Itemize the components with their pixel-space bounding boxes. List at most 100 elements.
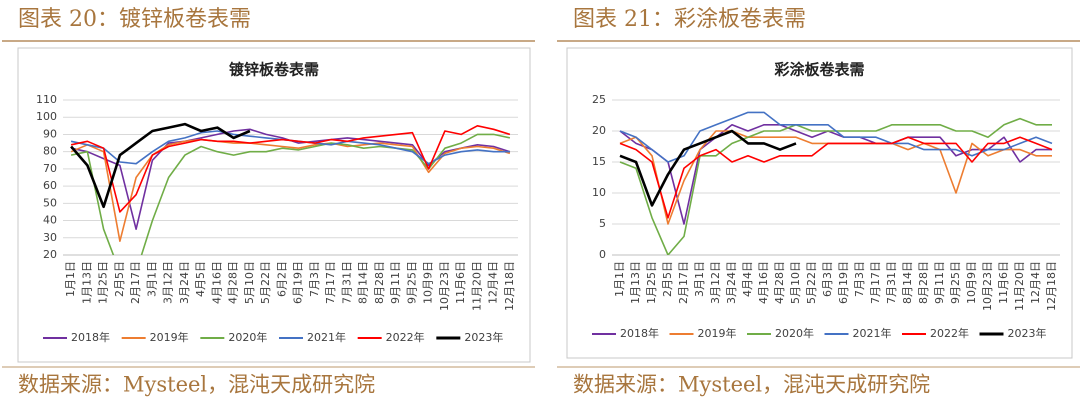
x-tick-label: 3月1日: [145, 261, 158, 297]
legend-label: 2020年: [775, 326, 814, 340]
y-tick-label: 50: [43, 196, 57, 209]
y-tick-label: 60: [43, 179, 57, 192]
x-tick-label: 3月24日: [725, 261, 738, 304]
x-tick-label: 7月3日: [853, 261, 866, 297]
series-line: [70, 125, 511, 213]
y-tick-label: 80: [43, 145, 57, 158]
chart-title: 镀锌板卷表需: [229, 61, 319, 79]
x-tick-label: 1月1日: [64, 261, 77, 297]
series-line: [619, 124, 1052, 225]
y-tick-label: 110: [36, 93, 57, 106]
x-tick-label: 5月10日: [243, 261, 256, 304]
x-tick-label: 1月13日: [80, 261, 93, 304]
y-tick-label: 20: [592, 124, 606, 137]
y-tick-label: 100: [36, 110, 57, 123]
y-tick-label: 90: [43, 127, 57, 140]
x-tick-label: 3月12日: [162, 261, 175, 304]
x-tick-label: 4月16日: [757, 261, 770, 304]
x-tick-label: 9月11日: [933, 261, 946, 304]
x-tick-label: 8月28日: [917, 261, 930, 304]
chart-frame: [566, 47, 1073, 359]
x-tick-label: 11月20日: [1013, 261, 1026, 311]
x-tick-label: 5月22日: [805, 261, 818, 304]
legend-label: 2020年: [228, 330, 267, 344]
x-tick-label: 8月14日: [357, 261, 370, 304]
x-tick-label: 2月17日: [677, 261, 690, 304]
x-tick-label: 6月19日: [837, 261, 850, 304]
x-tick-label: 8月28日: [373, 261, 386, 304]
y-tick-label: 70: [43, 162, 57, 175]
x-tick-label: 10月9日: [422, 261, 435, 304]
y-tick-label: 30: [43, 231, 57, 244]
x-tick-label: 11月6日: [454, 261, 467, 304]
x-tick-label: 1月25日: [645, 261, 658, 304]
legend-label: 2018年: [71, 330, 110, 344]
x-tick-label: 2月17日: [129, 261, 142, 304]
x-tick-label: 3月24日: [178, 261, 191, 304]
x-tick-label: 4月28日: [773, 261, 786, 304]
figure-caption: 图表 21：彩涂板卷表需: [573, 7, 806, 32]
legend-label: 2019年: [698, 326, 737, 340]
x-tick-label: 4月28日: [227, 261, 240, 304]
figure-caption: 图表 20：镀锌板卷表需: [18, 7, 251, 32]
x-tick-label: 6月2日: [275, 261, 288, 297]
y-tick-label: 40: [43, 214, 57, 227]
figure-source: 数据来源：Mysteel，混沌天成研究院: [573, 373, 930, 397]
x-tick-label: 2月5日: [661, 261, 674, 297]
x-tick-label: 6月3日: [821, 261, 834, 297]
series-line: [619, 117, 1052, 255]
x-tick-label: 3月1日: [693, 261, 706, 297]
y-tick-label: 15: [592, 155, 606, 168]
x-tick-label: 6月19日: [292, 261, 305, 304]
x-tick-label: 12月18日: [503, 261, 516, 311]
x-tick-label: 7月17日: [324, 261, 337, 304]
x-tick-label: 12月18日: [1045, 261, 1058, 311]
x-tick-label: 7月17日: [869, 261, 882, 304]
x-tick-label: 8月14日: [901, 261, 914, 304]
x-tick-label: 4月16日: [210, 261, 223, 304]
x-tick-label: 11月6日: [997, 261, 1010, 304]
legend-label: 2022年: [930, 326, 969, 340]
legend-label: 2018年: [620, 326, 659, 340]
x-tick-label: 7月31日: [340, 261, 353, 304]
legend-label: 2021年: [307, 330, 346, 344]
chart-title: 彩涂板卷表需: [773, 61, 864, 79]
x-tick-label: 7月3日: [308, 261, 321, 297]
y-tick-label: 10: [592, 186, 606, 199]
y-tick-label: 25: [592, 93, 606, 106]
x-tick-label: 4月4日: [741, 261, 754, 297]
legend-label: 2019年: [150, 330, 189, 344]
x-tick-label: 12月4日: [1029, 261, 1042, 304]
legend-label: 2023年: [464, 330, 503, 344]
x-tick-label: 10月23日: [438, 261, 451, 311]
y-tick-label: 20: [43, 248, 57, 261]
x-tick-label: 10月9日: [965, 261, 978, 304]
x-tick-label: 4月5日: [194, 261, 207, 297]
series-line: [619, 129, 797, 207]
x-tick-label: 11月20日: [470, 261, 483, 311]
x-tick-label: 3月12日: [709, 261, 722, 304]
x-tick-label: 5月22日: [259, 261, 272, 304]
x-tick-label: 9月25日: [949, 261, 962, 304]
chart-frame: [17, 47, 531, 363]
x-tick-label: 12月4日: [487, 261, 500, 304]
series-line: [70, 138, 511, 242]
series-line: [70, 128, 511, 230]
y-tick-label: 5: [599, 217, 606, 230]
series-line: [619, 136, 1053, 219]
x-tick-label: 5月10日: [789, 261, 802, 304]
legend-label: 2023年: [1008, 326, 1047, 340]
legend-label: 2022年: [386, 330, 425, 344]
figure-source: 数据来源：Mysteel，混沌天成研究院: [18, 373, 375, 397]
x-tick-label: 9月11日: [389, 261, 402, 304]
y-tick-label: 0: [599, 248, 606, 261]
x-tick-label: 10月23日: [981, 261, 994, 311]
legend-label: 2021年: [853, 326, 892, 340]
x-tick-label: 1月25日: [97, 261, 110, 304]
x-tick-label: 2月5日: [113, 261, 126, 297]
x-tick-label: 7月31日: [885, 261, 898, 304]
x-tick-label: 1月13日: [629, 261, 642, 304]
x-tick-label: 9月25日: [405, 261, 418, 304]
series-line: [70, 122, 251, 209]
